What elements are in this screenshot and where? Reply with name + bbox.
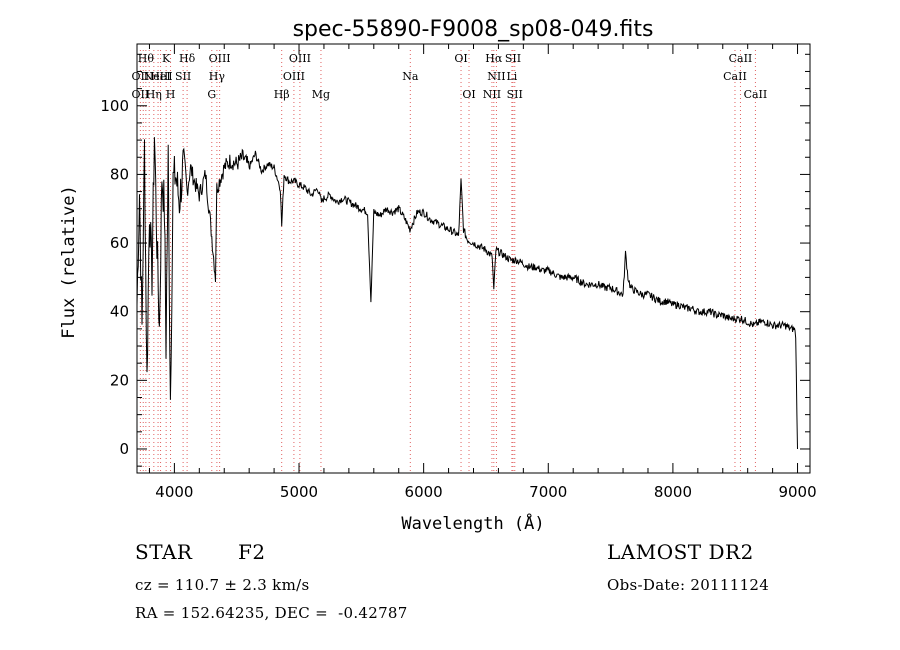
x-tick-label-4000: 4000 (155, 483, 193, 501)
line-label-26: NII (483, 88, 501, 101)
y-tick-label-60: 60 (110, 234, 129, 252)
line-label-2: Hδ (179, 52, 196, 65)
line-label-9: OII (132, 70, 150, 83)
coordinates-readout: RA = 152.64235, DEC = -0.42787 (135, 604, 408, 622)
line-label-1: K (162, 52, 171, 65)
x-tick-label-5000: 5000 (280, 483, 318, 501)
y-tick-label-40: 40 (110, 303, 129, 321)
object-class: STAR (135, 540, 193, 564)
x-tick-label-9000: 9000 (778, 483, 816, 501)
line-label-13: Hγ (209, 70, 226, 83)
spectrum-line (136, 137, 798, 450)
line-label-10: NeIII (143, 70, 172, 83)
survey-name: LAMOST DR2 (607, 540, 754, 564)
line-label-6: Hα (485, 52, 503, 65)
x-tick-label-8000: 8000 (654, 483, 692, 501)
line-label-24: Na (402, 70, 419, 83)
object-subclass: F2 (238, 540, 266, 564)
line-label-3: OIII (209, 52, 231, 65)
line-label-19: Hη (146, 88, 162, 101)
line-label-0: Hθ (138, 52, 155, 65)
x-axis-ticks: 4000 5000 6000 7000 8000 9000 (148, 44, 817, 501)
plot-frame (136, 43, 811, 474)
y-tick-label-100: 100 (100, 97, 129, 115)
line-label-15: NII (487, 70, 505, 83)
spectral-line-markers (139, 50, 756, 473)
line-label-16: Li (506, 70, 517, 83)
line-label-20: H (166, 88, 176, 101)
x-tick-label-6000: 6000 (405, 483, 443, 501)
y-tick-label-20: 20 (110, 371, 129, 389)
line-label-5: OI (454, 52, 467, 65)
line-label-22: Hβ (274, 88, 290, 101)
line-label-17: CaII (723, 70, 747, 83)
y-tick-label-0: 0 (119, 440, 129, 458)
redshift-readout: cz = 110.7 ± 2.3 km/s (135, 576, 310, 594)
y-axis-ticks: 0 20 40 60 80 100 (100, 53, 810, 467)
line-label-23: Mg (312, 88, 330, 101)
line-label-28: CaII (744, 88, 768, 101)
line-label-7: SII (505, 52, 521, 65)
line-label-12: SII (175, 70, 191, 83)
x-tick-label-7000: 7000 (529, 483, 567, 501)
y-tick-label-80: 80 (110, 165, 129, 183)
line-label-18: OII (132, 88, 150, 101)
y-axis-label: Flux (relative) (59, 185, 79, 339)
line-label-27: SII (507, 88, 523, 101)
line-label-14: OIII (283, 70, 305, 83)
line-label-21: G (207, 88, 216, 101)
line-label-11: HeI (150, 70, 170, 83)
line-label-4: OIII (289, 52, 311, 65)
line-label-8: CaII (729, 52, 753, 65)
chart-title: spec-55890-F9008_sp08-049.fits (293, 17, 654, 42)
observation-date: Obs-Date: 20111124 (607, 576, 770, 594)
line-label-25: OI (462, 88, 475, 101)
x-axis-label: Wavelength (Å) (401, 512, 544, 534)
